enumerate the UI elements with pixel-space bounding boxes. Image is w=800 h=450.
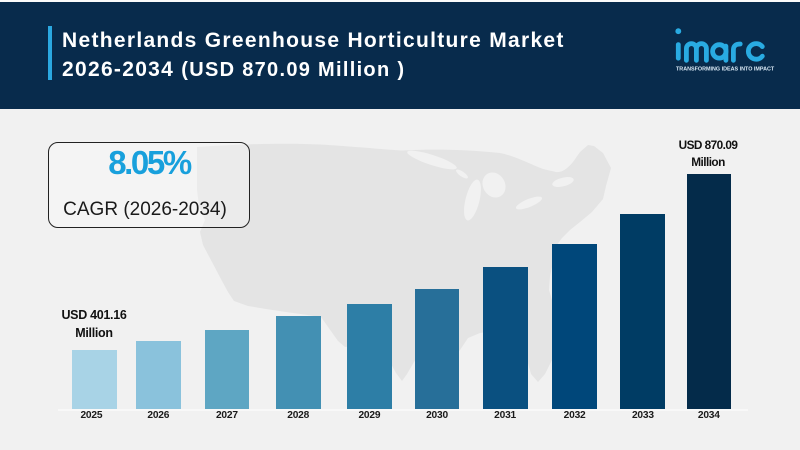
- svg-text:TRANSFORMING IDEAS INTO IMPACT: TRANSFORMING IDEAS INTO IMPACT: [676, 67, 775, 73]
